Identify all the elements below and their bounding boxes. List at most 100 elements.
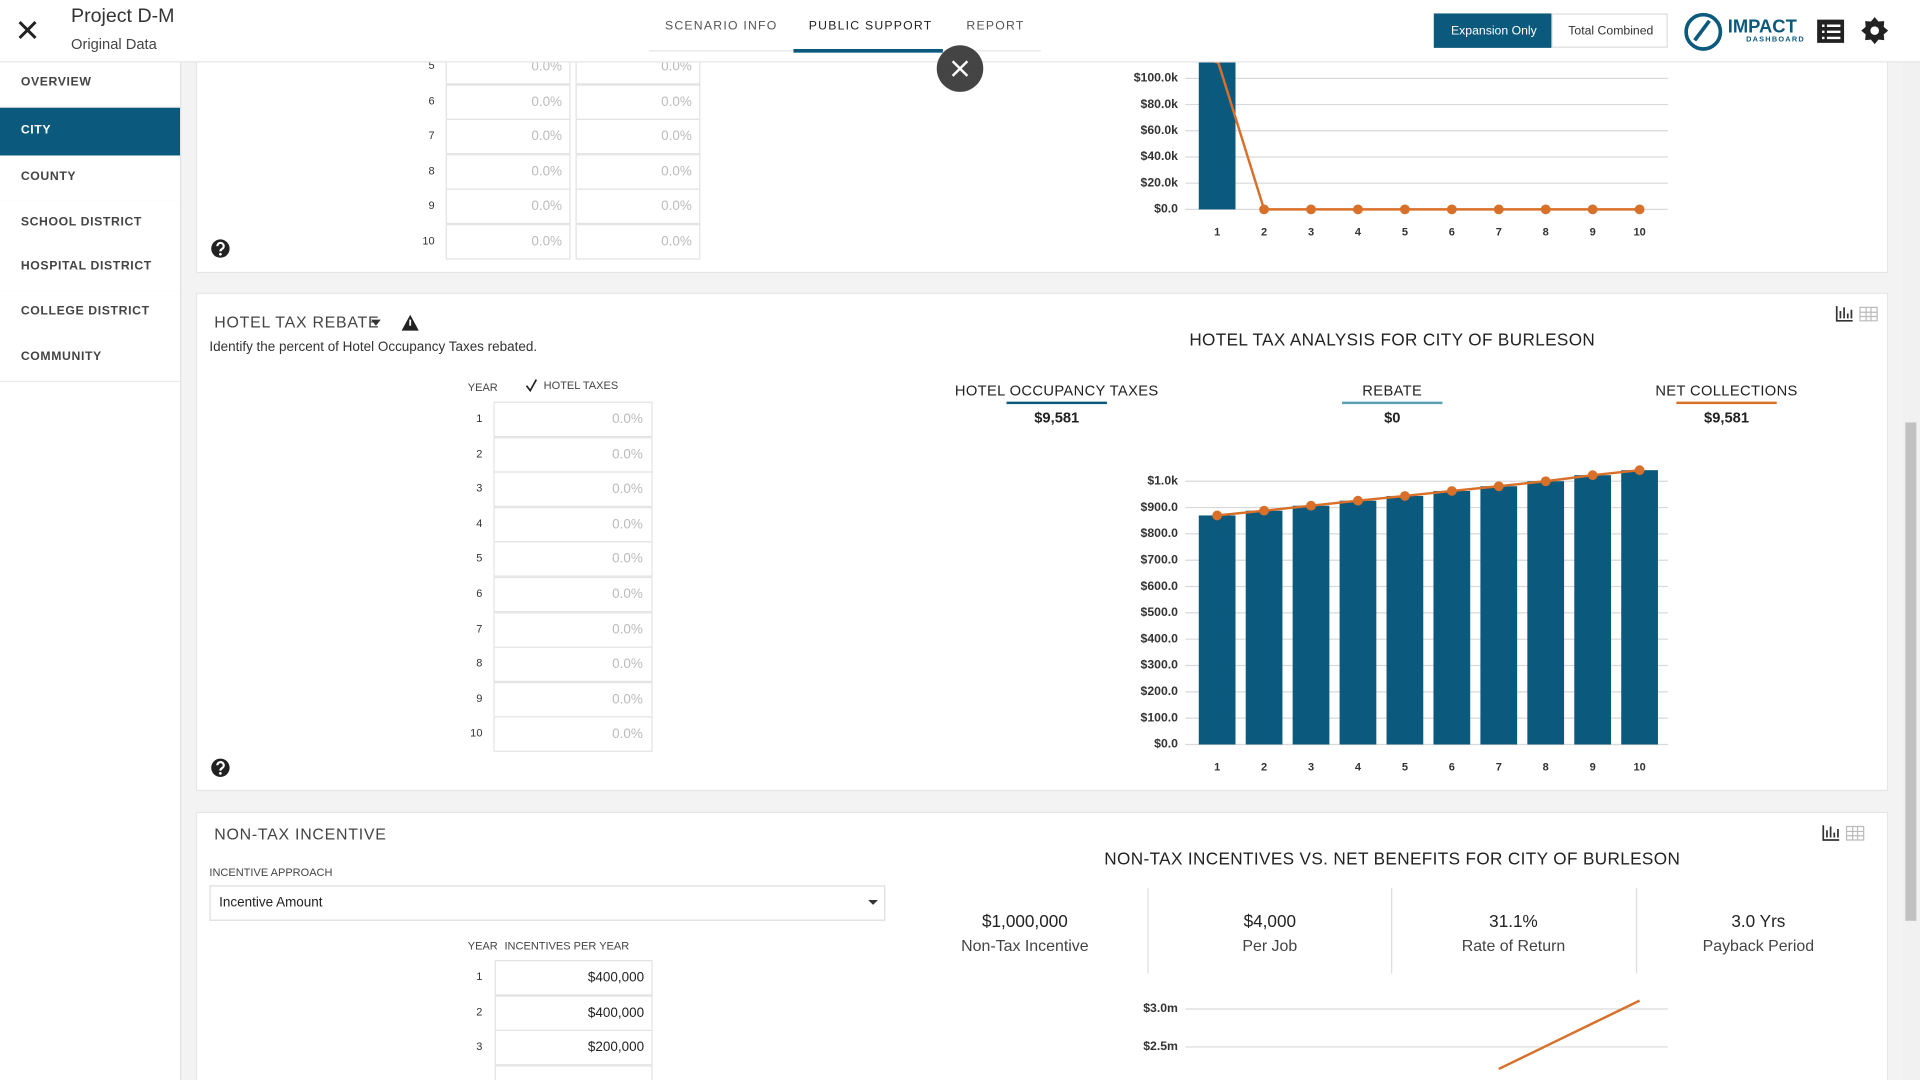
sidebar-item[interactable]: HOSPITAL DISTRICT: [0, 244, 180, 292]
input-cell[interactable]: 0.0%: [493, 716, 653, 753]
sidebar-item[interactable]: COMMUNITY: [0, 335, 180, 383]
input-cell[interactable]: 0.0%: [575, 223, 701, 259]
nav-tab[interactable]: REPORT: [966, 19, 1025, 34]
toggle-button[interactable]: Total Combined: [1551, 13, 1668, 48]
input-cell[interactable]: 0.0%: [575, 153, 701, 190]
input-value: $400,000: [587, 970, 645, 986]
input-cell[interactable]: 0.0%: [493, 506, 653, 543]
logo-text: IMPACT: [1727, 16, 1797, 38]
year-label: 7: [476, 622, 483, 635]
input-cell[interactable]: 0.0%: [445, 153, 571, 190]
input-cell[interactable]: 0.0%: [445, 223, 571, 259]
logo-needle: [1693, 19, 1711, 42]
input-value: 0.0%: [612, 622, 643, 637]
stat-underline: [1342, 401, 1443, 405]
input-value: 0.0%: [612, 727, 643, 742]
input-value: 0.0%: [531, 94, 563, 109]
sidebar-item[interactable]: COLLEGE DISTRICT: [0, 290, 180, 337]
input-cell[interactable]: 0.0%: [493, 436, 653, 473]
input-value: 0.0%: [661, 59, 692, 75]
stat-value: 31.1%: [1489, 911, 1538, 931]
input-value: 0.0%: [661, 233, 692, 249]
input-cell[interactable]: 0.0%: [575, 83, 701, 120]
sidebar-item[interactable]: COUNTY: [0, 155, 180, 203]
input-value: 0.0%: [612, 482, 643, 497]
logo-subtext: DASHBOARD: [1746, 36, 1805, 45]
column-header: YEAR: [467, 381, 498, 394]
nav-tab[interactable]: SCENARIO INFO: [664, 19, 778, 34]
logo-mark: [1684, 12, 1723, 51]
column-header: INCENTIVES PER YEAR: [504, 939, 630, 953]
stat-label: Payback Period: [1702, 936, 1815, 955]
scrollbar-thumb: [1905, 422, 1917, 921]
input-cell[interactable]: 0.0%: [445, 118, 571, 155]
input-value: 0.0%: [661, 94, 692, 109]
year-label: 6: [476, 587, 483, 600]
input-cell[interactable]: 0.0%: [445, 83, 571, 120]
sidebar-item[interactable]: SCHOOL DISTRICT: [0, 200, 180, 248]
sidebar-label: COMMUNITY: [20, 350, 102, 364]
nav-tab[interactable]: PUBLIC SUPPORT: [808, 19, 933, 34]
chart-title: NON-TAX INCENTIVES VS. NET BENEFITS FOR …: [1104, 848, 1681, 869]
section-title[interactable]: HOTEL TAX REBATE: [214, 312, 380, 332]
input-cell[interactable]: $200,000: [494, 1030, 653, 1066]
input-cell[interactable]: 0.0%: [493, 471, 653, 508]
select-box[interactable]: Incentive Amount: [209, 885, 886, 921]
input-cell[interactable]: 0.0%: [575, 118, 701, 155]
list-icon-lines: [1822, 24, 1841, 40]
year-label: 1: [476, 412, 483, 425]
input-cell[interactable]: 0.0%: [445, 188, 571, 225]
collapse-button[interactable]: [936, 44, 985, 93]
input-value: 0.0%: [531, 198, 563, 214]
sidebar: OVERVIEW CITY COUNTY SCHOOL DISTRICT HOSPITA…: [0, 61, 182, 1080]
input-value: 0.0%: [612, 517, 643, 532]
column-header: YEAR: [467, 939, 498, 953]
section-title: NON-TAX INCENTIVE: [214, 824, 387, 844]
input-cell[interactable]: [494, 1065, 653, 1080]
input-value: 0.0%: [612, 692, 643, 707]
input-cell[interactable]: 0.0%: [493, 541, 653, 578]
year-label: 5: [476, 552, 483, 565]
project-subtitle: Original Data: [71, 35, 157, 53]
sidebar-item[interactable]: CITY: [0, 107, 180, 157]
year-label: 3: [476, 1040, 483, 1053]
header-icons: [18, 12, 1889, 51]
description: Identify the percent of Hotel Occupancy …: [209, 339, 538, 355]
stat-value: $1,000,000: [981, 911, 1068, 931]
input-value: 0.0%: [612, 587, 643, 602]
close-button: [18, 21, 37, 39]
input-value: 0.0%: [531, 164, 563, 179]
year-label: 9: [428, 198, 435, 212]
stat-divider: [1635, 887, 1638, 974]
sidebar-label: HOSPITAL DISTRICT: [20, 259, 152, 274]
input-cell[interactable]: $400,000: [494, 995, 653, 1031]
year-label: 10: [470, 727, 483, 740]
stat-value: $9,581: [1034, 408, 1080, 427]
input-value: 0.0%: [661, 129, 692, 144]
stat-divider: [1391, 887, 1393, 974]
input-cell[interactable]: $400,000: [494, 960, 653, 996]
input-cell[interactable]: 0.0%: [493, 646, 653, 683]
active-tab-underline: [793, 48, 943, 53]
input-cell[interactable]: 0.0%: [493, 611, 653, 648]
input-value: 0.0%: [531, 233, 563, 249]
input-value: 0.0%: [531, 59, 563, 75]
input-cell[interactable]: 0.0%: [493, 401, 653, 438]
project-title: Project D-M: [71, 6, 175, 27]
stat-value: $9,581: [1704, 408, 1750, 427]
input-cell[interactable]: 0.0%: [575, 188, 701, 225]
stat-underline: [1006, 401, 1107, 405]
sidebar-item[interactable]: OVERVIEW: [0, 61, 180, 108]
sidebar-label: OVERVIEW: [20, 75, 92, 90]
stat-label: NET COLLECTIONS: [1655, 382, 1798, 400]
toggle-button[interactable]: Expansion Only: [1433, 13, 1552, 48]
input-cell[interactable]: 0.0%: [493, 681, 653, 718]
input-value: 0.0%: [531, 129, 563, 144]
stat-label: Per Job: [1242, 936, 1298, 955]
sidebar-label: SCHOOL DISTRICT: [20, 215, 143, 229]
field-label: INCENTIVE APPROACH: [209, 866, 333, 879]
panel: [195, 292, 1889, 792]
input-cell[interactable]: 0.0%: [493, 576, 653, 613]
year-label: 6: [428, 94, 435, 107]
